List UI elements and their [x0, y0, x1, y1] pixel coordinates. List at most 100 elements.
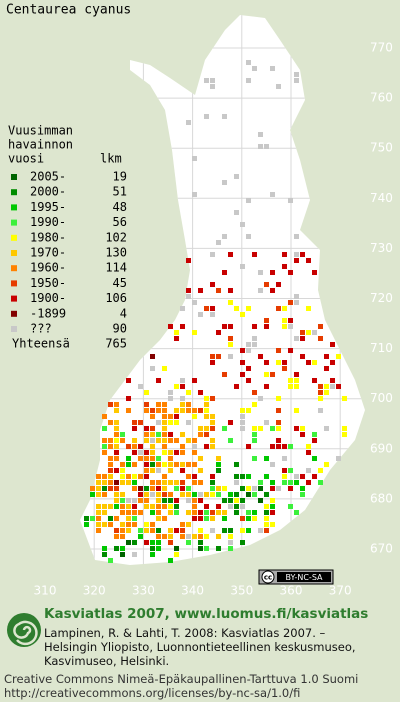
grid-label: 670 [370, 542, 393, 556]
observation-square [270, 444, 275, 449]
observation-square [108, 456, 113, 461]
observation-square [246, 378, 251, 383]
observation-square [276, 348, 281, 353]
observation-square [138, 492, 143, 497]
observation-square [306, 450, 311, 455]
observation-square [234, 306, 239, 311]
observation-square [144, 432, 149, 437]
observation-square [282, 474, 287, 479]
observation-square [222, 180, 227, 185]
observation-square [156, 498, 161, 503]
observation-square [300, 432, 305, 437]
observation-square [204, 396, 209, 401]
observation-square [162, 492, 167, 497]
observation-square [198, 510, 203, 515]
observation-square [102, 426, 107, 431]
observation-square [282, 306, 287, 311]
observation-square [168, 492, 173, 497]
observation-square [318, 384, 323, 389]
observation-square [210, 426, 215, 431]
observation-square [312, 360, 317, 365]
observation-square [204, 402, 209, 407]
observation-square [306, 468, 311, 473]
legend-label: 1900- [30, 291, 66, 305]
observation-square [282, 252, 287, 257]
observation-square [150, 480, 155, 485]
observation-square [264, 372, 269, 377]
observation-square [84, 522, 89, 527]
observation-square [210, 312, 215, 317]
observation-square [282, 456, 287, 461]
observation-square [150, 504, 155, 509]
observation-square [234, 474, 239, 479]
observation-square [198, 498, 203, 503]
legend-count: 90 [113, 322, 127, 336]
observation-square [240, 426, 245, 431]
observation-square [150, 444, 155, 449]
observation-square [336, 456, 341, 461]
observation-square [186, 420, 191, 425]
observation-square [168, 510, 173, 515]
observation-square [162, 480, 167, 485]
observation-square [180, 432, 185, 437]
observation-square [210, 78, 215, 83]
observations [84, 60, 347, 563]
observation-square [156, 534, 161, 539]
observation-square [192, 414, 197, 419]
observation-square [96, 474, 101, 479]
observation-square [204, 432, 209, 437]
observation-square [150, 456, 155, 461]
observation-square [204, 306, 209, 311]
observation-square [270, 480, 275, 485]
observation-square [144, 456, 149, 461]
observation-square [186, 462, 191, 467]
observation-square [246, 198, 251, 203]
observation-square [180, 534, 185, 539]
observation-square [216, 468, 221, 473]
observation-square [270, 510, 275, 515]
observation-square [144, 438, 149, 443]
observation-square [186, 408, 191, 413]
observation-square [114, 492, 119, 497]
observation-square [162, 438, 167, 443]
legend-swatch [11, 280, 17, 287]
observation-square [168, 414, 173, 419]
observation-square [162, 486, 167, 491]
observation-square [150, 468, 155, 473]
observation-square [138, 474, 143, 479]
observation-square [288, 324, 293, 329]
observation-square [258, 528, 263, 533]
observation-square [258, 480, 263, 485]
observation-square [294, 372, 299, 377]
observation-square [108, 438, 113, 443]
observation-square [180, 306, 185, 311]
observation-square [264, 318, 269, 323]
observation-square [294, 510, 299, 515]
observation-square [246, 474, 251, 479]
observation-square [246, 342, 251, 347]
observation-square [156, 528, 161, 533]
observation-square [162, 402, 167, 407]
observation-square [150, 552, 155, 557]
observation-square [228, 492, 233, 497]
observation-square [204, 546, 209, 551]
observation-square [288, 300, 293, 305]
grid-label: 690 [370, 441, 393, 455]
observation-square [186, 438, 191, 443]
observation-square [240, 372, 245, 377]
observation-square [180, 396, 185, 401]
observation-square [120, 492, 125, 497]
observation-square [156, 516, 161, 521]
grid-label: 310 [34, 584, 57, 598]
observation-square [240, 474, 245, 479]
observation-square [84, 516, 89, 521]
observation-square [246, 78, 251, 83]
observation-square [270, 462, 275, 467]
legend-count: 114 [105, 261, 127, 275]
observation-square [228, 342, 233, 347]
observation-square [216, 288, 221, 293]
observation-square [264, 528, 269, 533]
observation-square [126, 474, 131, 479]
observation-square [192, 534, 197, 539]
observation-square [240, 222, 245, 227]
